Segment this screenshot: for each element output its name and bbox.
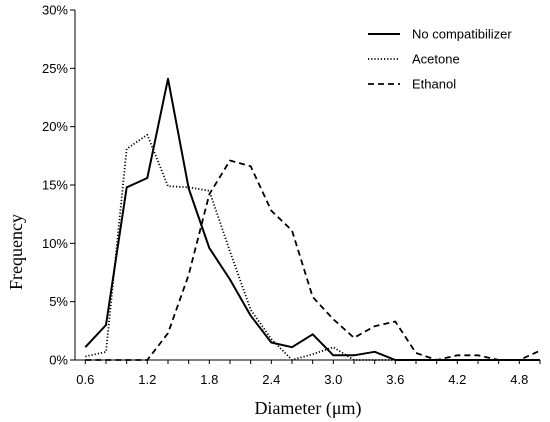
x-tick-label: 1.8 [200,372,218,387]
x-tick-label: 2.4 [262,372,280,387]
x-axis-ticks: 0.6 1.2 1.8 2.4 3.0 3.6 4.2 4.8 [76,360,541,387]
series-line-ethanol [85,159,541,361]
y-tick-label: 20% [42,119,68,134]
y-tick-label: 5% [49,294,68,309]
y-tick-label: 30% [42,3,68,18]
x-axis-title: Diameter (μm) [254,398,361,419]
y-axis-title: Frequency [6,214,26,290]
series-line-acetone [85,133,540,361]
plot-area: 0% 5% 10% 15% 20% 25% 30% 0.6 1.2 1.8 2.4 3.0 3.6 4.… [42,3,541,387]
x-tick-label: 0.6 [76,372,94,387]
x-tick-label: 3.0 [324,372,342,387]
x-tick-label: 4.8 [510,372,528,387]
legend: No compatibilizer Acetone Ethanol [368,27,512,92]
x-tick-label: 1.2 [138,372,156,387]
x-tick-label: 4.2 [448,372,466,387]
legend-label: Ethanol [412,77,456,92]
y-tick-label: 0% [49,353,68,368]
legend-label: Acetone [412,52,460,67]
series-layer [84,77,541,361]
series-line-no-compatibilizer [84,77,540,361]
y-tick-label: 10% [42,236,68,251]
y-axis-ticks: 0% 5% 10% 15% 20% 25% 30% [42,3,75,368]
y-tick-label: 15% [42,178,68,193]
legend-label: No compatibilizer [412,27,512,42]
y-tick-label: 25% [42,61,68,76]
x-tick-label: 3.6 [386,372,404,387]
